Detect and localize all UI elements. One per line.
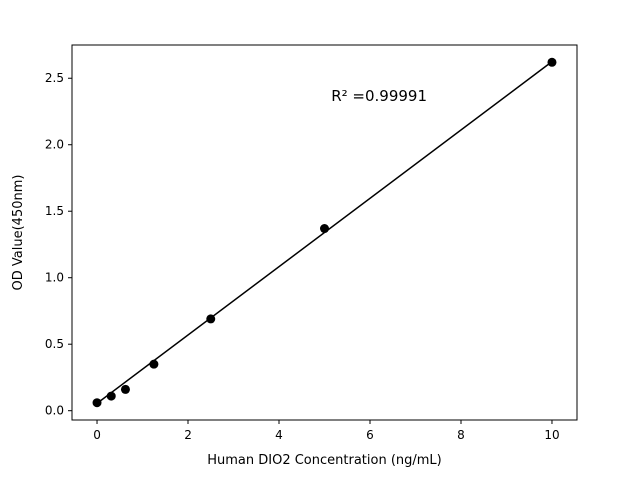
data-point-marker [92, 398, 102, 408]
x-tick-label: 4 [275, 428, 283, 442]
y-tick-label: 0.0 [45, 404, 64, 418]
r-squared-annotation: R² =0.99991 [331, 87, 427, 105]
y-tick-label: 2.5 [45, 71, 64, 85]
x-tick-label: 2 [184, 428, 192, 442]
data-point-marker [120, 384, 130, 394]
y-tick-label: 1.5 [45, 204, 64, 218]
y-tick-label: 0.5 [45, 337, 64, 351]
data-point-marker [206, 314, 216, 324]
x-tick-label: 8 [457, 428, 465, 442]
x-tick-label: 6 [366, 428, 374, 442]
x-tick-label: 10 [544, 428, 559, 442]
data-point-marker [547, 57, 557, 67]
x-tick-label: 0 [93, 428, 101, 442]
data-point-marker [149, 359, 159, 369]
y-tick-label: 1.0 [45, 271, 64, 285]
data-point-marker [106, 391, 116, 401]
y-axis-label: OD Value(450nm) [11, 175, 26, 291]
x-axis-label: Human DIO2 Concentration (ng/mL) [207, 453, 442, 468]
data-point-marker [320, 224, 329, 234]
y-tick-label: 2.0 [45, 138, 64, 152]
